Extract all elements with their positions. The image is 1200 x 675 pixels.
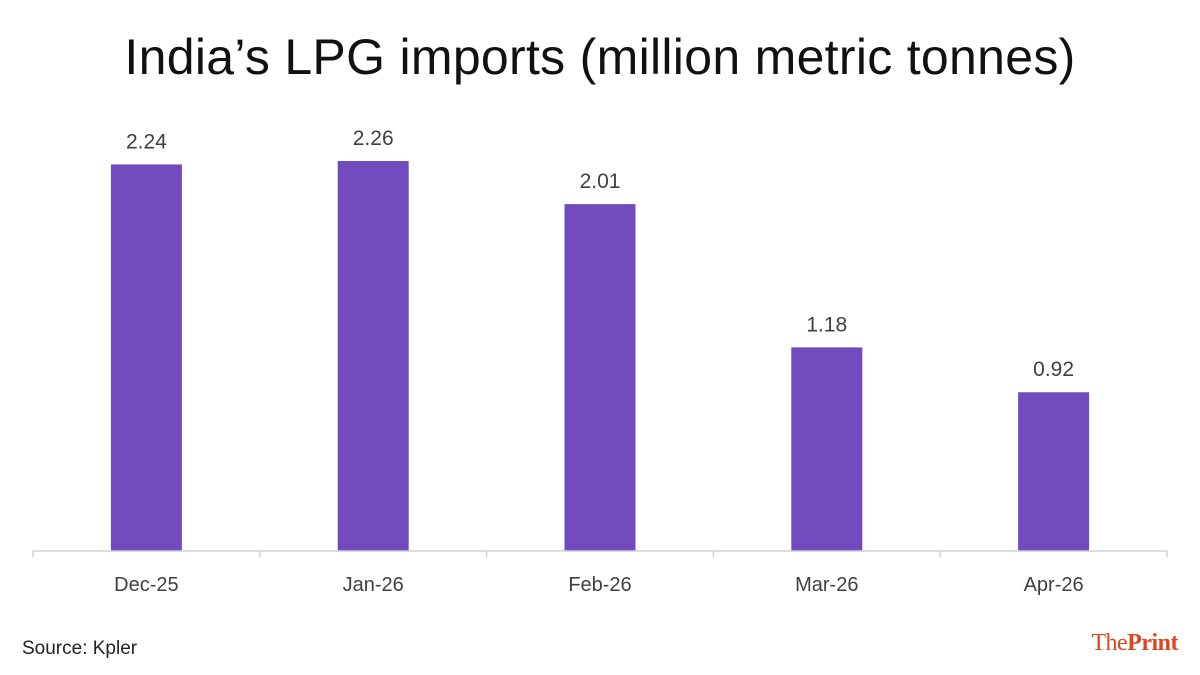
x-tick-label-mar-26: Mar-26 — [795, 574, 858, 596]
data-label-feb-26: 2.01 — [580, 170, 621, 193]
logo-print-text: Print — [1127, 630, 1178, 656]
data-label-jan-26: 2.26 — [353, 127, 394, 150]
data-label-dec-25: 2.24 — [126, 130, 167, 153]
x-tick-label-jan-26: Jan-26 — [343, 574, 404, 596]
bar-dec-25 — [110, 164, 182, 551]
data-label-apr-26: 0.92 — [1033, 358, 1074, 381]
bar-apr-26 — [1018, 392, 1090, 551]
logo-the-text: The — [1091, 630, 1128, 656]
source-note: Source: Kpler — [22, 638, 138, 659]
data-label-mar-26: 1.18 — [806, 313, 847, 336]
bar-jan-26 — [337, 161, 409, 551]
bar-mar-26 — [791, 347, 863, 551]
bar-feb-26 — [564, 204, 636, 551]
theprint-logo: ThePrint — [1091, 630, 1178, 657]
x-tick-label-apr-26: Apr-26 — [1024, 574, 1084, 596]
x-tick-label-feb-26: Feb-26 — [568, 574, 631, 596]
x-tick-label-dec-25: Dec-25 — [114, 574, 178, 596]
chart-title: India’s LPG imports (million metric tonn… — [124, 29, 1076, 85]
